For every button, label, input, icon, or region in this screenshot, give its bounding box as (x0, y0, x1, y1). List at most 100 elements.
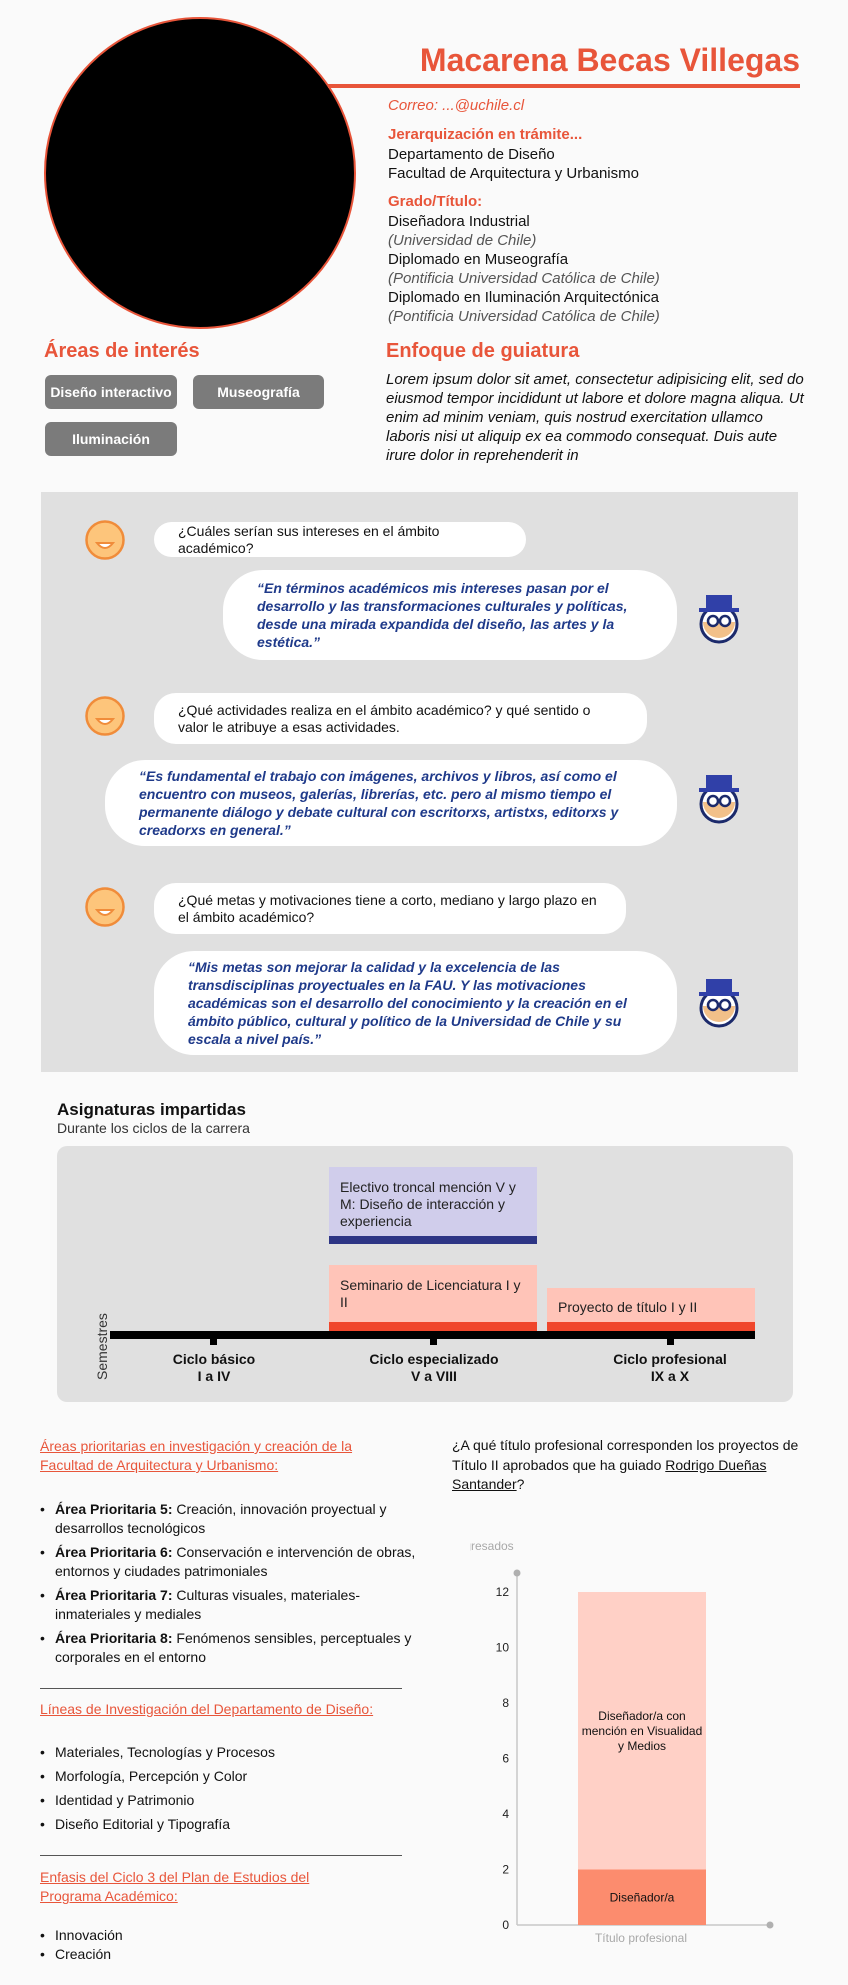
interview-question: ¿Qué actividades realiza en el ámbito ac… (154, 693, 647, 744)
degrees-heading: Grado/Título: (388, 193, 483, 210)
axis-label: Semestres (94, 1313, 110, 1380)
course-label: Seminario de Licenciatura I y II (340, 1277, 521, 1310)
research-lines-link[interactable]: Líneas de Investigación del Departamento… (40, 1701, 374, 1717)
y-tick-label: 0 (502, 1918, 509, 1932)
course-bar (329, 1236, 537, 1244)
approach-title: Enfoque de guiatura (386, 340, 580, 362)
cycle-name: Ciclo básico (172, 1351, 256, 1367)
y-tick-label: 10 (496, 1641, 510, 1655)
cycle-label: Ciclo básico I a IV (144, 1351, 284, 1385)
interests-title: Áreas de interés (44, 340, 200, 362)
interview-question: ¿Cuáles serían sus intereses en el ámbit… (154, 522, 526, 557)
degree-institution: (Pontificia Universidad Católica de Chil… (388, 270, 660, 287)
divider (40, 1855, 402, 1856)
interview-answer: “En términos académicos mis intereses pa… (223, 570, 677, 660)
chart-ticks: 0 2 4 6 8 10 12 (496, 1585, 510, 1932)
course-bar (547, 1322, 755, 1332)
chart-bars: Diseñador/a Diseñador/a con mención en Vis… (578, 1592, 706, 1925)
course-block: Seminario de Licenciatura I y II (329, 1265, 537, 1323)
interest-tag[interactable]: Iluminación (45, 422, 177, 456)
x-axis-end (766, 1921, 774, 1929)
bar-segment (578, 1869, 706, 1925)
interest-tag[interactable]: Diseño interactivo (45, 375, 177, 409)
list-item: Área Prioritaria 5: Creación, innovación… (40, 1500, 420, 1538)
list-item: Área Prioritaria 6: Conservación e inter… (40, 1543, 420, 1581)
list-item: Creación (40, 1945, 340, 1964)
timeline-axis (110, 1331, 755, 1339)
profile-name: Macarena Becas Villegas (419, 42, 800, 78)
professor-avatar-icon (699, 775, 739, 824)
area-label: Área Prioritaria 5: (55, 1501, 173, 1517)
degree-title: Diseñadora Industrial (388, 213, 530, 230)
cycle-name: Ciclo profesional (613, 1351, 727, 1367)
degree-institution: (Pontificia Universidad Católica de Chil… (388, 308, 660, 325)
degrees-list: Diseñadora Industrial (Universidad de Ch… (388, 212, 660, 326)
priority-areas-link[interactable]: Áreas prioritarias en investigación y cr… (40, 1438, 353, 1473)
emphasis-link[interactable]: Enfasis del Ciclo 3 del Plan de Estudios… (40, 1869, 310, 1904)
question-text: ¿A qué título profesional corresponden l… (452, 1437, 799, 1473)
interview-answer: “Es fundamental el trabajo con imágenes,… (105, 760, 677, 846)
timeline-tick (210, 1336, 217, 1345)
area-label: Área Prioritaria 6: (55, 1544, 173, 1560)
cycle-range: IX a X (650, 1368, 690, 1384)
course-block: Proyecto de título I y II (547, 1288, 755, 1324)
smiley-icon (85, 696, 125, 736)
cycle-label: Ciclo especializado V a VIII (344, 1351, 524, 1385)
name-underline (328, 84, 800, 88)
interest-tag[interactable]: Museografía (193, 375, 324, 409)
y-tick-label: 4 (502, 1807, 509, 1821)
course-label: Proyecto de título I y II (558, 1299, 698, 1315)
y-tick-label: 6 (502, 1752, 509, 1766)
bar-segment-label: Diseñador/a (610, 1890, 675, 1904)
approach-text: Lorem ipsum dolor sit amet, consectetur … (386, 371, 804, 464)
professor-avatar-icon (699, 979, 739, 1028)
faculty: Facultad de Arquitectura y Urbanismo (388, 165, 639, 182)
degree-title: Diplomado en Iluminación Arquitectónica (388, 289, 659, 306)
cycle-label: Ciclo profesional IX a X (600, 1351, 740, 1385)
cycle-name: Ciclo especializado (369, 1351, 499, 1367)
thesis-question: ¿A qué título profesional corresponden l… (452, 1436, 824, 1495)
list-item: Identidad y Patrimonio (40, 1791, 400, 1810)
priority-areas-list: Área Prioritaria 5: Creación, innovación… (40, 1500, 420, 1667)
area-label: Área Prioritaria 7: (55, 1587, 173, 1603)
chart-ylabel: Egresados (470, 1539, 514, 1553)
professor-avatar-icon (699, 595, 739, 644)
y-axis-end (513, 1569, 521, 1577)
area-text: Fenómenos sensibles, perceptuales y corp… (55, 1630, 412, 1665)
research-lines-list: Materiales, Tecnologías y Procesos Morfo… (40, 1743, 400, 1834)
cycle-range: I a IV (197, 1368, 231, 1384)
profile-photo (44, 17, 356, 329)
interview-question: ¿Qué metas y motivaciones tiene a corto,… (154, 883, 626, 934)
area-text: Culturas visuales, materiales-inmaterial… (55, 1587, 361, 1622)
y-tick-label: 8 (502, 1696, 509, 1710)
advisor-link[interactable]: Rodrigo Dueñas Santander (452, 1456, 767, 1493)
subjects-subtitle: Durante los ciclos de la carrera (57, 1120, 250, 1136)
list-item: Materiales, Tecnologías y Procesos (40, 1743, 400, 1762)
bar-segment-label: Diseñador/a con mención en Visualidad y Me… (582, 1709, 703, 1753)
smiley-icon (85, 887, 125, 927)
list-item: Área Prioritaria 8: Fenómenos sensibles,… (40, 1629, 420, 1667)
subjects-title: Asignaturas impartidas (57, 1100, 246, 1119)
course-label: Electivo troncal mención V y M: Diseño d… (340, 1179, 516, 1229)
divider (40, 1688, 402, 1689)
cycle-range: V a VIII (411, 1368, 457, 1384)
emphasis-list: Innovación Creación (40, 1926, 340, 1964)
course-bar (329, 1322, 537, 1332)
email-link[interactable]: Correo: ...@uchile.cl (388, 97, 525, 114)
rank-heading: Jerarquización en trámite... (388, 126, 583, 143)
course-block: Electivo troncal mención V y M: Diseño d… (329, 1167, 537, 1241)
chart-xlabel: Título profesional (595, 1931, 687, 1945)
degree-title: Diplomado en Museografía (388, 251, 569, 268)
area-label: Área Prioritaria 8: (55, 1630, 173, 1646)
interview-answer: “Mis metas son mejorar la calidad y la e… (154, 951, 677, 1055)
list-item: Morfología, Percepción y Color (40, 1767, 400, 1786)
list-item: Diseño Editorial y Tipografía (40, 1815, 400, 1834)
smiley-icon (85, 520, 125, 560)
timeline-tick (667, 1336, 674, 1345)
y-tick-label: 2 (502, 1863, 509, 1877)
timeline-tick (430, 1336, 437, 1345)
question-suffix: ? (516, 1476, 525, 1492)
list-item: Área Prioritaria 7: Culturas visuales, m… (40, 1586, 420, 1624)
degree-institution: (Universidad de Chile) (388, 232, 537, 249)
